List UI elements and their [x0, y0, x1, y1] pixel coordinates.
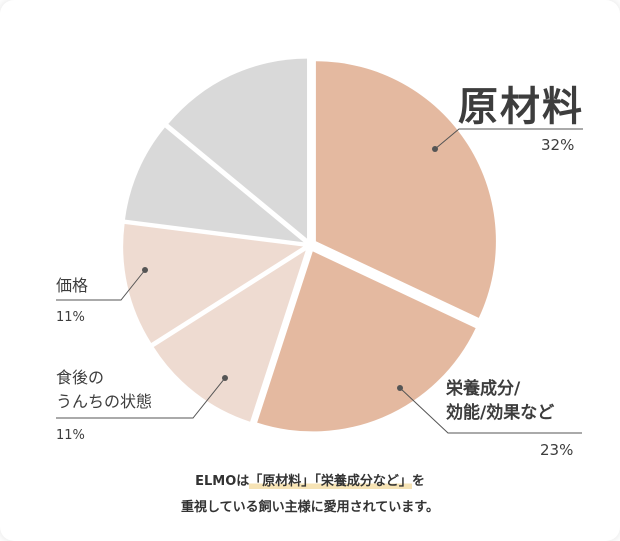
nutrition-leader-line	[399, 387, 582, 434]
caption-highlight-nutrition: 「栄養成分など」	[314, 474, 412, 489]
price-leader-line	[56, 269, 146, 301]
caption-line1: ELMOは「原材料」「栄養成分など」を	[0, 469, 620, 495]
label-nutrition-line1: 栄養成分/	[446, 379, 521, 399]
label-stool: 食後の うんちの状態	[56, 366, 152, 414]
stool-leader-dot	[222, 375, 228, 381]
percent-nutrition: 23%	[540, 441, 574, 459]
label-nutrition: 栄養成分/ 効能/効果など	[446, 377, 554, 425]
slice-other-a	[124, 127, 304, 243]
slice-raw-materials	[315, 61, 496, 318]
label-stool-line2: うんちの状態	[56, 392, 153, 411]
label-nutrition-line2: 効能/効果など	[446, 403, 555, 423]
caption-prefix: ELMOは	[195, 474, 250, 489]
slice-price	[123, 223, 304, 343]
label-stool-line1: 食後の	[56, 368, 105, 387]
percent-stool: 11%	[56, 428, 85, 443]
percent-price: 11%	[56, 310, 85, 325]
slice-nutrition	[257, 251, 476, 432]
caption-suffix: を	[411, 474, 425, 489]
nutrition-leader-dot	[397, 385, 403, 391]
caption-highlight-materials: 「原材料」	[249, 474, 315, 489]
stool-leader-line	[56, 377, 226, 419]
raw-materials-leader-dot	[432, 146, 438, 152]
raw-materials-leader-line	[434, 128, 583, 150]
slice-other-b	[168, 58, 308, 239]
label-raw-materials: 原材料	[458, 84, 584, 130]
caption-line2: 重視している飼い主様に愛用されています。	[181, 500, 439, 515]
caption: ELMOは「原材料」「栄養成分など」を 重視している飼い主様に愛用されています。	[0, 469, 620, 521]
percent-raw-materials: 32%	[541, 136, 575, 154]
slice-stool	[153, 250, 306, 422]
label-price: 価格	[56, 276, 89, 295]
price-leader-dot	[142, 267, 148, 273]
